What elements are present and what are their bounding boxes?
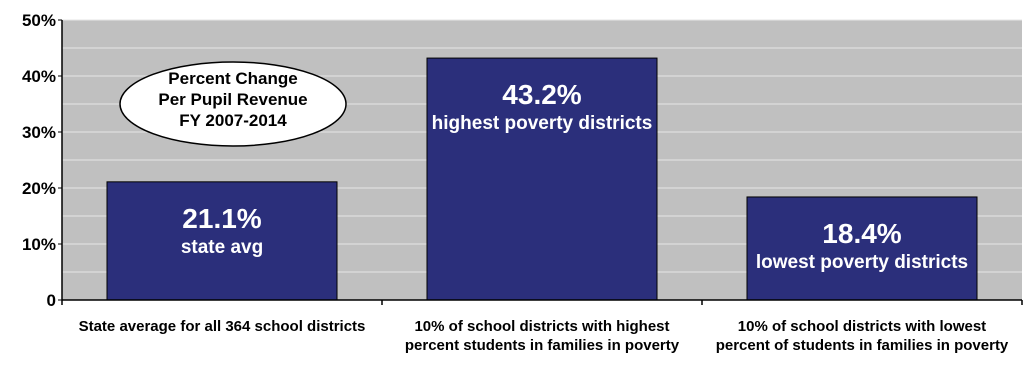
y-tick-label: 50%	[22, 11, 56, 30]
bar-sub-label: state avg	[180, 236, 264, 258]
bar	[746, 196, 978, 301]
bar-data-label: 18.4% lowest poverty districts	[747, 217, 977, 275]
x-tick-label: State average for all 364 school distric…	[78, 318, 366, 335]
bar-value-label: 18.4%	[822, 217, 902, 249]
y-tick-label: 30%	[22, 123, 56, 142]
axes	[61, 20, 1023, 305]
callout-line: Percent Change	[168, 69, 298, 88]
y-axis-ticks: 0 10% 20% 30% 40% 50%	[22, 11, 62, 310]
x-tick-label: 10% of school districts with lowest perc…	[715, 318, 1009, 354]
bar-data-label: 43.2% highest poverty districts	[427, 78, 657, 136]
callout-line: Per Pupil Revenue	[158, 90, 308, 109]
y-tick-label: 20%	[22, 179, 56, 198]
y-tick-label: 10%	[22, 235, 56, 254]
bar-value-label: 43.2%	[502, 79, 582, 111]
bar	[106, 181, 338, 301]
y-tick-label: 0	[47, 291, 56, 310]
bar-sub-label: lowest poverty districts	[755, 251, 969, 273]
callout-text: Percent Change Per Pupil Revenue FY 2007…	[118, 68, 348, 131]
bar-data-label: 21.1% state avg	[107, 202, 337, 260]
y-tick-label: 40%	[22, 67, 56, 86]
x-tick-label: 10% of school districts with highest per…	[404, 318, 680, 354]
callout-ellipse	[119, 61, 347, 147]
bar	[426, 57, 658, 301]
bar-value-label: 21.1%	[182, 202, 262, 234]
callout-line: FY 2007-2014	[179, 111, 287, 130]
bars	[106, 57, 978, 301]
bar-sub-label: highest poverty districts	[431, 113, 653, 135]
